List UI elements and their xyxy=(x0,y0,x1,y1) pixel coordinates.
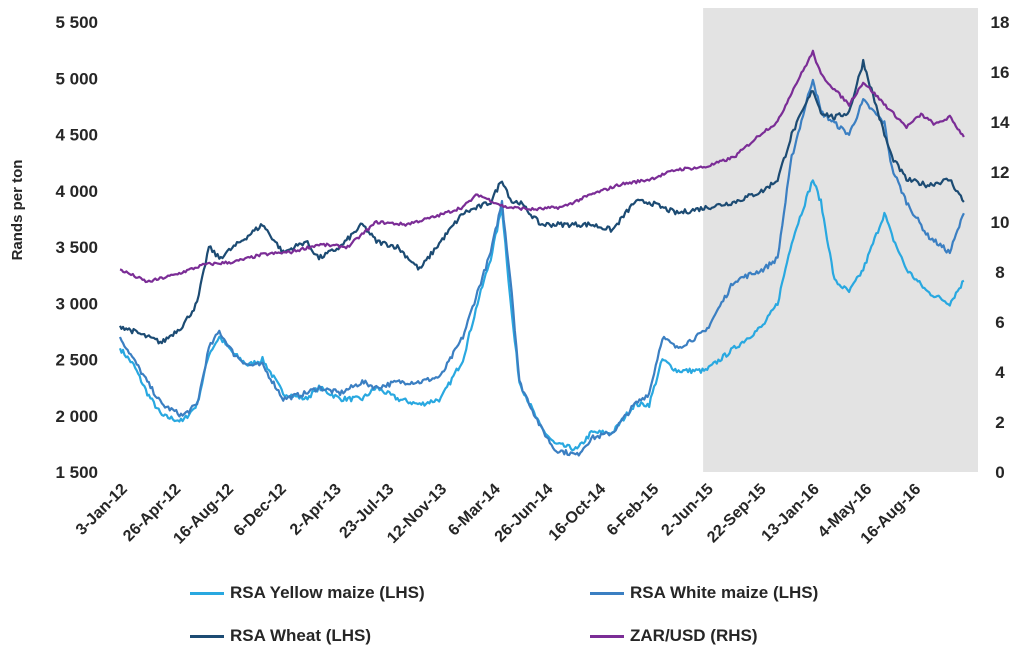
x-tick-label: 13-Jan-16 xyxy=(759,481,823,545)
left-tick-label: 4 500 xyxy=(55,126,98,145)
x-tick-label: 16-Oct-14 xyxy=(546,481,610,545)
right-tick-label: 18 xyxy=(991,13,1010,32)
left-tick-label: 1 500 xyxy=(55,463,98,482)
right-tick-label: 10 xyxy=(991,213,1010,232)
series-lines xyxy=(118,49,965,457)
x-tick-label: 6-Feb-15 xyxy=(604,481,663,540)
right-tick-label: 4 xyxy=(995,363,1005,382)
left-axis-ticks: 5 500 5 000 4 500 4 000 3 500 3 000 2 500 2 000… xyxy=(55,13,98,482)
x-tick-label: 6-Dec-12 xyxy=(231,481,290,540)
series-line-rsa-wheat-lhs xyxy=(119,58,965,345)
left-tick-label: 2 500 xyxy=(55,351,98,370)
right-tick-label: 0 xyxy=(995,463,1004,482)
left-tick-label: 3 500 xyxy=(55,238,98,257)
series-line-zar-usd-rhs xyxy=(119,49,965,284)
right-axis-ticks: 18 16 14 12 10 8 6 4 2 0 xyxy=(991,13,1010,482)
left-tick-label: 2 000 xyxy=(55,407,98,426)
right-tick-label: 12 xyxy=(991,163,1010,182)
right-tick-label: 6 xyxy=(995,313,1004,332)
left-tick-label: 5 000 xyxy=(55,69,98,88)
left-tick-label: 5 500 xyxy=(55,13,98,32)
right-tick-label: 2 xyxy=(995,413,1004,432)
left-axis-title: Rands per ton xyxy=(9,160,26,261)
left-tick-label: 3 000 xyxy=(55,294,98,313)
x-axis-ticks: 3-Jan-1226-Apr-1216-Aug-126-Dec-122-Apr-… xyxy=(73,481,925,548)
right-tick-label: 14 xyxy=(991,113,1010,132)
left-tick-label: 4 000 xyxy=(55,182,98,201)
series-line-rsa-white-maize-lhs xyxy=(118,78,965,457)
right-tick-label: 16 xyxy=(991,63,1010,82)
right-tick-label: 8 xyxy=(995,263,1004,282)
